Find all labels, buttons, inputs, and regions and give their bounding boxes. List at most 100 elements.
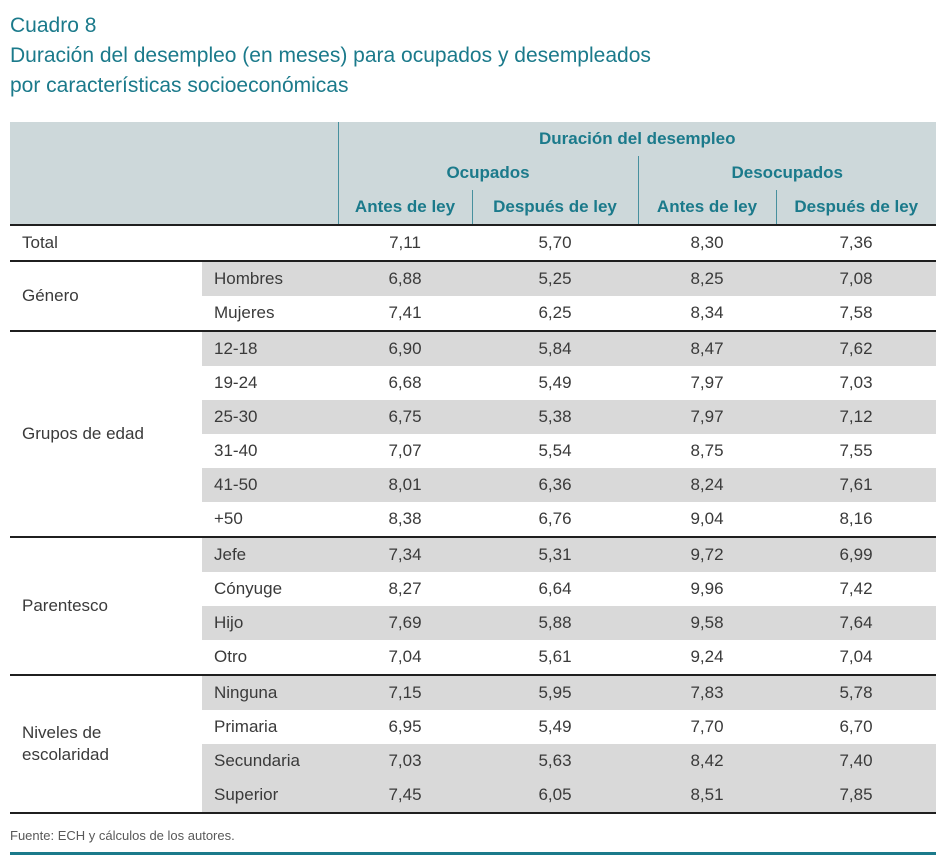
data-cell: 8,30 xyxy=(638,225,776,262)
data-cell: 6,90 xyxy=(338,331,472,367)
row-label: Jefe xyxy=(202,537,338,573)
data-cell: 5,95 xyxy=(472,675,638,711)
data-cell: 5,61 xyxy=(472,640,638,676)
group-label: Niveles de escolaridad xyxy=(10,675,202,814)
data-cell: 5,38 xyxy=(472,400,638,435)
row-19-24: 19-24 6,68 5,49 7,97 7,03 xyxy=(10,366,936,401)
row-label: 12-18 xyxy=(202,331,338,367)
data-cell: 8,27 xyxy=(338,572,472,607)
header-desocupados-despues: Después de ley xyxy=(775,190,936,226)
row-12-18: Grupos de edad 12-18 6,90 5,84 8,47 7,62 xyxy=(10,331,936,538)
data-cell: 6,25 xyxy=(472,296,638,332)
data-cell: 8,42 xyxy=(638,744,776,779)
bottom-rule xyxy=(10,852,936,856)
header-ocupados-despues: Después de ley xyxy=(471,190,638,226)
table-title: Duración del desempleo (en meses) para o… xyxy=(10,41,936,100)
data-cell: 5,88 xyxy=(472,606,638,641)
data-cell: 7,64 xyxy=(776,606,936,641)
data-cell: 7,40 xyxy=(776,744,936,779)
row-otro: Otro 7,04 5,61 9,24 7,04 xyxy=(10,640,936,676)
row-label: Cónyuge xyxy=(202,572,338,607)
header-desocupados-antes: Antes de ley xyxy=(637,190,776,226)
row-label: Hombres xyxy=(202,261,338,297)
row-25-30: 25-30 6,75 5,38 7,97 7,12 xyxy=(10,400,936,435)
data-cell: 7,83 xyxy=(638,675,776,711)
data-cell: 5,25 xyxy=(472,261,638,297)
data-cell: 7,12 xyxy=(776,400,936,435)
data-cell: 6,75 xyxy=(338,400,472,435)
header-row-top: Duración del desempleo xyxy=(10,122,936,157)
section-total: Total 7,11 5,70 8,30 7,36 xyxy=(10,225,936,262)
row-label: +50 xyxy=(202,502,338,538)
row-label: Secundaria xyxy=(202,744,338,779)
data-cell: 9,04 xyxy=(638,502,776,538)
data-cell: 9,96 xyxy=(638,572,776,607)
data-cell: 5,78 xyxy=(776,675,936,711)
data-cell: 6,76 xyxy=(472,502,638,538)
row-secundaria: Secundaria 7,03 5,63 8,42 7,40 xyxy=(10,744,936,779)
row-mas-50: +50 8,38 6,76 9,04 8,16 xyxy=(10,502,936,538)
data-cell: 7,04 xyxy=(338,640,472,676)
data-cell: 7,08 xyxy=(776,261,936,297)
row-label: Ninguna xyxy=(202,675,338,711)
data-cell: 7,62 xyxy=(776,331,936,367)
row-label: Primaria xyxy=(202,710,338,745)
row-hombres: Género Hombres 6,88 5,25 8,25 7,08 xyxy=(10,261,936,332)
data-cell: 7,04 xyxy=(776,640,936,676)
source-note: Fuente: ECH y cálculos de los autores. xyxy=(10,828,235,844)
group-label: Género xyxy=(10,261,202,332)
row-superior: Superior 7,45 6,05 8,51 7,85 xyxy=(10,778,936,814)
data-cell: 5,49 xyxy=(472,366,638,401)
data-cell: 8,16 xyxy=(776,502,936,538)
data-cell: 7,61 xyxy=(776,468,936,503)
data-cell: 5,49 xyxy=(472,710,638,745)
data-cell: 6,99 xyxy=(776,537,936,573)
table-header: Duración del desempleo Ocupados Desocupa… xyxy=(10,122,936,226)
header-desocupados: Desocupados xyxy=(637,156,936,191)
data-cell: 7,11 xyxy=(338,225,472,262)
data-cell: 7,42 xyxy=(776,572,936,607)
data-cell: 7,34 xyxy=(338,537,472,573)
row-label: Mujeres xyxy=(202,296,338,332)
row-label: Total xyxy=(10,225,338,262)
data-cell: 7,97 xyxy=(638,366,776,401)
header-blank xyxy=(10,156,338,191)
row-41-50: 41-50 8,01 6,36 8,24 7,61 xyxy=(10,468,936,503)
row-31-40: 31-40 7,07 5,54 8,75 7,55 xyxy=(10,434,936,469)
data-cell: 7,36 xyxy=(776,225,936,262)
data-cell: 6,05 xyxy=(472,778,638,814)
data-cell: 6,64 xyxy=(472,572,638,607)
data-cell: 7,03 xyxy=(338,744,472,779)
row-mujeres: Mujeres 7,41 6,25 8,34 7,58 xyxy=(10,296,936,332)
data-cell: 7,41 xyxy=(338,296,472,332)
table-title-line1: Duración del desempleo (en meses) para o… xyxy=(10,44,651,68)
section-genero: Género Hombres 6,88 5,25 8,25 7,08 Mujer… xyxy=(10,261,936,332)
data-cell: 7,69 xyxy=(338,606,472,641)
data-cell: 6,88 xyxy=(338,261,472,297)
data-cell: 9,72 xyxy=(638,537,776,573)
row-conyuge: Cónyuge 8,27 6,64 9,96 7,42 xyxy=(10,572,936,607)
data-cell: 8,01 xyxy=(338,468,472,503)
row-total: Total 7,11 5,70 8,30 7,36 xyxy=(10,225,936,262)
row-label: Hijo xyxy=(202,606,338,641)
row-hijo: Hijo 7,69 5,88 9,58 7,64 xyxy=(10,606,936,641)
data-cell: 9,58 xyxy=(638,606,776,641)
data-cell: 6,70 xyxy=(776,710,936,745)
data-cell: 7,58 xyxy=(776,296,936,332)
data-cell: 8,75 xyxy=(638,434,776,469)
data-cell: 7,03 xyxy=(776,366,936,401)
data-cell: 5,70 xyxy=(472,225,638,262)
section-parentesco: Parentesco Jefe 7,34 5,31 9,72 6,99 Cóny… xyxy=(10,537,936,676)
data-cell: 8,24 xyxy=(638,468,776,503)
header-ocupados-antes: Antes de ley xyxy=(337,190,472,226)
table-number: Cuadro 8 xyxy=(10,14,97,37)
data-cell: 7,55 xyxy=(776,434,936,469)
group-label: Parentesco xyxy=(10,537,202,676)
header-duracion-desempleo: Duración del desempleo xyxy=(337,122,936,157)
data-cell: 8,47 xyxy=(638,331,776,367)
header-blank xyxy=(10,122,338,157)
data-cell: 7,85 xyxy=(776,778,936,814)
row-label: 41-50 xyxy=(202,468,338,503)
data-table: Duración del desempleo Ocupados Desocupa… xyxy=(10,122,936,815)
